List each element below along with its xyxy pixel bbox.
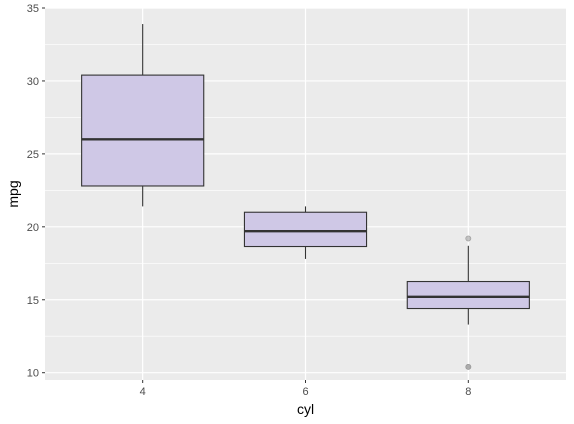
y-tick-label: 15 [27, 295, 39, 307]
box-8 [406, 235, 530, 370]
x-tick-label: 6 [302, 386, 308, 398]
boxplot-series [81, 24, 530, 370]
y-axis-ticks: 10 15 20 25 30 35 [27, 3, 45, 380]
box-iqr [243, 211, 368, 248]
y-axis-title: mpg [5, 180, 21, 207]
x-tick-label: 8 [465, 386, 471, 398]
y-tick-label: 20 [27, 222, 39, 234]
box-6 [243, 206, 368, 259]
y-tick-label: 35 [27, 3, 39, 15]
x-axis-title: cyl [297, 401, 314, 417]
x-axis-ticks: 4 6 8 [140, 380, 471, 398]
y-tick-label: 10 [27, 368, 39, 380]
box-iqr [81, 74, 205, 187]
box-4 [81, 24, 205, 207]
outlier-point [465, 363, 472, 370]
y-tick-label: 25 [27, 149, 39, 161]
box-iqr [406, 280, 530, 310]
x-tick-label: 4 [140, 386, 146, 398]
y-tick-label: 30 [27, 76, 39, 88]
outlier-point [465, 235, 472, 242]
